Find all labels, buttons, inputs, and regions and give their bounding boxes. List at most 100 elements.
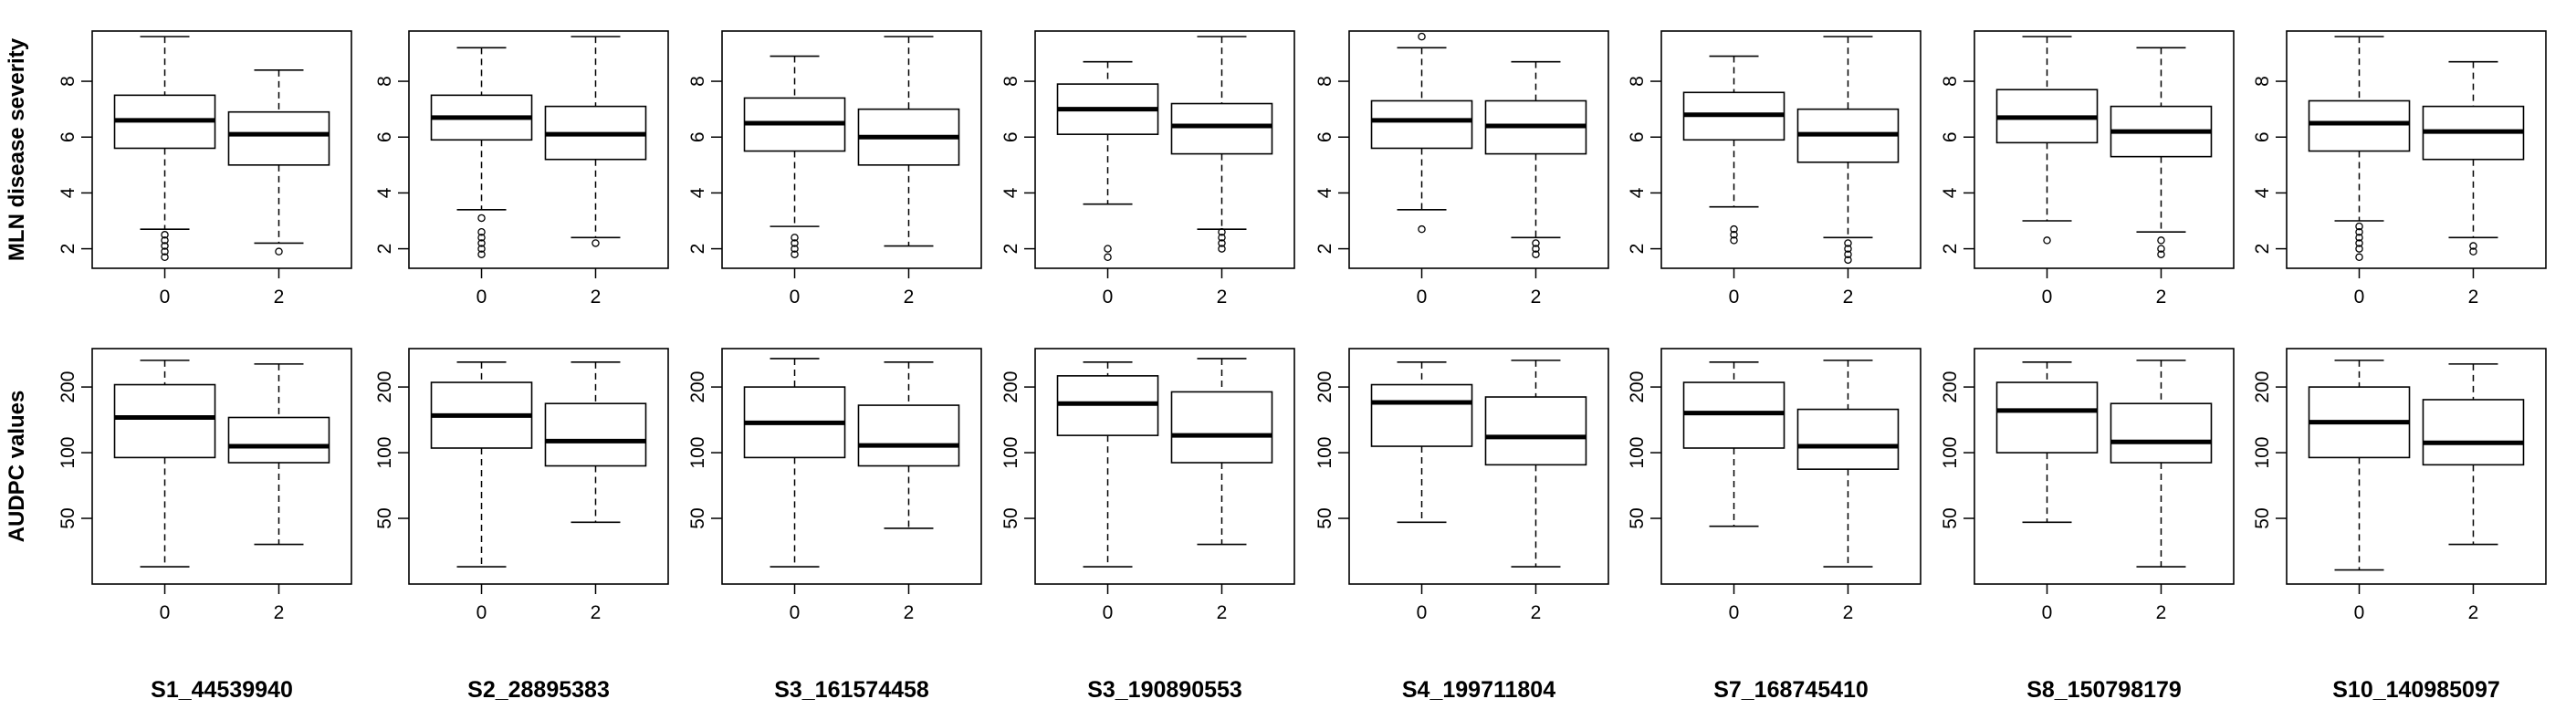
iqr-box [1170,102,1273,155]
x-tick-label: 0 [1417,602,1428,623]
y-tick-label: 4 [2252,187,2273,198]
y-tick-label: 100 [1000,437,1021,469]
marker-label-6: S7_168745410 [1713,677,1869,703]
panel-r1-5: 2 4 6 8 0 2 [1314,30,1609,308]
iqr-box [227,416,330,464]
box-group-2 [2110,47,2213,258]
panel-r1-1: 2 4 6 8 0 2 [58,30,352,308]
box-group-0 [1370,361,1473,524]
y-tick-label: 50 [1627,507,1648,528]
outlier-point [2157,236,2165,245]
outlier-point [791,250,799,258]
outlier-point [477,234,486,242]
outlier-point [2043,236,2051,245]
y-tick-label: 4 [374,187,395,198]
box-group-0 [1682,361,1785,527]
y-tick-label: 6 [2252,131,2273,142]
outlier-point [1218,239,1226,247]
panel-frame [2286,30,2547,269]
y-tick-label: 8 [1940,76,1961,87]
box-group-0 [1056,361,1159,568]
outlier-point [791,239,799,247]
y-tick-label: 6 [374,131,395,142]
y-tick-label: 2 [2252,244,2273,255]
iqr-box [1796,408,1900,470]
outlier-point [1844,250,1852,258]
outlier-point [2355,253,2363,262]
y-tick-label: 4 [1940,187,1961,198]
y-tick-label: 200 [1940,371,1961,403]
y-tick-label: 6 [1314,131,1335,142]
panel-r1-4: 2 4 6 8 0 2 [1000,30,1295,308]
x-tick-label: 0 [476,602,487,623]
box-group-2 [1796,360,1900,568]
panel-frame [1348,348,1609,585]
y-tick-label: 200 [1000,371,1021,403]
panel-r1-6: 2 4 6 8 0 2 [1627,30,1922,308]
x-tick-label: 0 [160,287,171,308]
y-tick-label: 50 [58,507,79,528]
box-group-0 [2308,360,2411,571]
y-tick-label: 100 [1627,437,1648,469]
outlier-point [592,239,600,247]
box-group-0 [1995,36,2099,245]
y-tick-label: 2 [687,244,708,255]
x-tick-label: 2 [1217,602,1228,623]
panel-frame [1660,30,1922,269]
iqr-box [1995,381,2099,454]
box-group-2 [857,361,960,529]
box-group-2 [2110,360,2213,568]
outlier-point [1844,239,1852,247]
iqr-box [1170,391,1273,464]
outlier-point [791,245,799,253]
x-tick-label: 0 [2354,287,2365,308]
y-tick-label: 100 [1314,437,1335,469]
y-tick-label: 100 [687,437,708,469]
x-tick-label: 2 [904,287,915,308]
x-tick-label: 2 [1843,602,1854,623]
outlier-point [1218,234,1226,242]
y-tick-label: 200 [1627,371,1648,403]
y-tick-label: 4 [1000,187,1021,198]
box-group-0 [743,358,846,568]
box-group-0 [1995,361,2099,524]
panel-frame [408,30,669,269]
y-tick-label: 8 [1314,76,1335,87]
y-tick-label: 100 [2252,437,2273,469]
y-tick-label: 2 [374,244,395,255]
row-label-1: MLN disease severity [5,37,29,261]
panel-r1-8: 2 4 6 8 0 2 [2252,30,2547,308]
panel-frame [1034,30,1295,269]
y-tick-label: 2 [1627,244,1648,255]
row-label-2: AUDPC values [5,391,29,543]
y-tick-label: 8 [687,76,708,87]
iqr-box [1484,396,1587,466]
outlier-point [1532,239,1540,247]
x-tick-label: 2 [2156,602,2167,623]
y-tick-label: 50 [1000,507,1021,528]
x-tick-label: 0 [160,602,171,623]
outlier-point [477,214,486,223]
y-tick-label: 8 [2252,76,2273,87]
x-tick-label: 2 [1843,287,1854,308]
panel-r1-3: 2 4 6 8 0 2 [687,30,982,308]
outlier-point [2355,239,2363,247]
outlier-point [2355,245,2363,253]
outlier-point [791,234,799,242]
marker-label-7: S8_150798179 [2026,677,2182,703]
outlier-point [1418,32,1426,41]
x-tick-label: 0 [1103,287,1114,308]
y-tick-label: 6 [58,131,79,142]
y-tick-label: 100 [374,437,395,469]
y-tick-label: 200 [374,371,395,403]
x-tick-label: 2 [274,602,285,623]
box-group-0 [430,361,533,568]
outlier-point [2355,222,2363,231]
x-tick-label: 0 [790,602,801,623]
y-tick-label: 8 [1000,76,1021,87]
x-tick-label: 2 [904,602,915,623]
iqr-box [227,110,330,166]
y-tick-label: 6 [1000,131,1021,142]
marker-label-8: S10_140985097 [2332,677,2500,703]
